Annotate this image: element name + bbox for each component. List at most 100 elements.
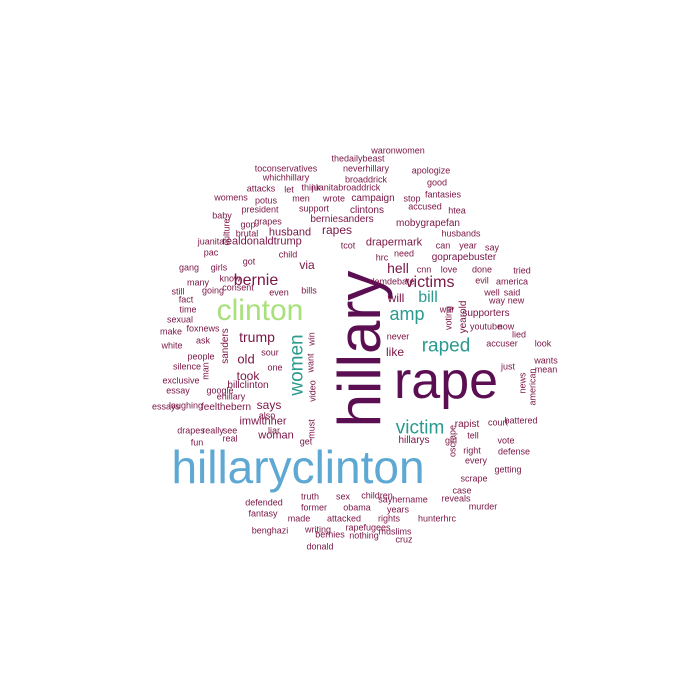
word-rapist: rapist bbox=[454, 419, 480, 430]
word-new: new bbox=[507, 295, 525, 306]
word-tell: tell bbox=[467, 430, 479, 441]
word-want: want bbox=[305, 353, 316, 373]
word-battered: battered bbox=[504, 415, 538, 426]
word-hillaryclinton: hillaryclinton bbox=[171, 441, 425, 493]
word-sayhername: sayhername bbox=[378, 494, 428, 505]
word-child: child bbox=[278, 249, 298, 260]
word-fantasy: fantasy bbox=[248, 508, 278, 519]
word-via: via bbox=[299, 258, 315, 272]
word-win: win bbox=[306, 332, 317, 346]
word-war: war bbox=[439, 304, 455, 315]
word-hunterhrc: hunterhrc bbox=[417, 513, 457, 524]
word-hell: hell bbox=[387, 260, 409, 276]
word-hrc: hrc bbox=[375, 252, 389, 263]
word-rapes: rapes bbox=[321, 223, 353, 237]
word-president: president bbox=[241, 204, 279, 215]
word-done: done bbox=[471, 264, 493, 275]
word-love: love bbox=[440, 264, 458, 275]
word-potus: potus bbox=[254, 195, 278, 206]
word-support: support bbox=[298, 203, 330, 214]
word-tcot: tcot bbox=[340, 240, 356, 251]
word-grapes: grapes bbox=[254, 216, 282, 227]
word-mean: mean bbox=[534, 364, 558, 375]
word-old: old bbox=[237, 351, 255, 367]
word-goprapebuster: goprapebuster bbox=[431, 252, 497, 263]
word-attacked: attacked bbox=[326, 513, 362, 524]
word-drapes: drapes bbox=[177, 425, 205, 436]
word-sex: sex bbox=[335, 491, 351, 502]
word-well: well bbox=[484, 287, 500, 298]
word-foxnews: foxnews bbox=[186, 323, 220, 334]
word-feelthebern: feelthebern bbox=[200, 402, 252, 413]
word-even: even bbox=[269, 287, 289, 298]
word-berniesanders: berniesanders bbox=[310, 214, 374, 225]
word-husbands: husbands bbox=[441, 228, 481, 239]
word-toconservatives: toconservatives bbox=[254, 163, 318, 174]
word-wrote: wrote bbox=[322, 193, 346, 204]
word-girls: girls bbox=[210, 262, 228, 273]
word-vote: vote bbox=[497, 435, 515, 446]
word-still: still bbox=[171, 286, 185, 297]
word-sanders: sanders bbox=[220, 328, 231, 364]
word-took: took bbox=[236, 369, 260, 383]
word-neverhillary: neverhillary bbox=[342, 163, 390, 174]
word-one: one bbox=[267, 362, 283, 373]
word-brutal: brutal bbox=[235, 228, 259, 239]
word-white: white bbox=[161, 340, 183, 351]
word-husband: husband bbox=[268, 226, 312, 239]
word-youtube: youtube bbox=[469, 321, 503, 332]
word-years: years bbox=[386, 504, 410, 515]
word-right: right bbox=[463, 445, 481, 456]
word-way: way bbox=[488, 295, 506, 306]
word-muslims: muslims bbox=[378, 526, 412, 537]
word-writing: writing bbox=[304, 524, 332, 535]
word-stop: stop bbox=[403, 193, 421, 204]
word-gop: gop bbox=[240, 219, 256, 230]
word-woman: woman bbox=[258, 429, 294, 442]
word-google: google bbox=[206, 385, 234, 396]
word-look: look bbox=[534, 338, 552, 349]
word-going: going bbox=[201, 285, 225, 296]
word-american: american bbox=[527, 368, 538, 406]
word-victim: victim bbox=[395, 417, 445, 439]
word-children: children bbox=[361, 490, 393, 501]
word-real: real bbox=[222, 433, 238, 444]
word-raped: raped bbox=[421, 335, 471, 357]
word-make: make bbox=[159, 326, 183, 337]
word-drapermark: drapermark bbox=[365, 236, 423, 249]
word-campaign: campaign bbox=[351, 193, 395, 204]
word-really: really bbox=[202, 425, 224, 436]
word-need: need bbox=[393, 248, 415, 259]
word-mobygrapefan: mobygrapefan bbox=[396, 218, 460, 229]
word-year: year bbox=[459, 240, 477, 251]
word-men: men bbox=[292, 193, 310, 204]
word-attacks: attacks bbox=[246, 183, 276, 194]
word-whichhillary: whichhillary bbox=[262, 172, 310, 183]
word-sexual: sexual bbox=[166, 314, 194, 325]
word-laughing: laughing bbox=[168, 400, 204, 411]
word-broaddrick: broaddrick bbox=[344, 174, 388, 185]
word-lied: lied bbox=[511, 329, 527, 340]
word-juanitabroaddrick: juanitabroaddrick bbox=[311, 182, 381, 193]
word-every: every bbox=[464, 455, 488, 466]
word-trump: trump bbox=[239, 329, 275, 345]
word-sour: sour bbox=[261, 347, 279, 358]
word-supporters: supporters bbox=[462, 308, 510, 319]
word-says: says bbox=[256, 398, 282, 412]
word-girl: girl bbox=[444, 435, 458, 446]
word-think: think bbox=[301, 182, 321, 193]
word-silence: silence bbox=[172, 361, 202, 372]
word-hillarys: hillarys bbox=[398, 435, 430, 446]
word-accuser: accuser bbox=[486, 338, 518, 349]
word-never: never bbox=[386, 331, 410, 342]
word-will: will bbox=[387, 291, 405, 305]
word-cnn: cnn bbox=[416, 264, 432, 275]
word-victims: victims bbox=[405, 274, 455, 291]
word-women: women bbox=[286, 334, 308, 396]
word-bills: bills bbox=[301, 285, 317, 296]
word-can: can bbox=[435, 240, 451, 251]
word-say: say bbox=[484, 242, 500, 253]
word-reveals: reveals bbox=[441, 493, 471, 504]
word-realdonaldtrump: realdonaldtrump bbox=[222, 235, 302, 248]
